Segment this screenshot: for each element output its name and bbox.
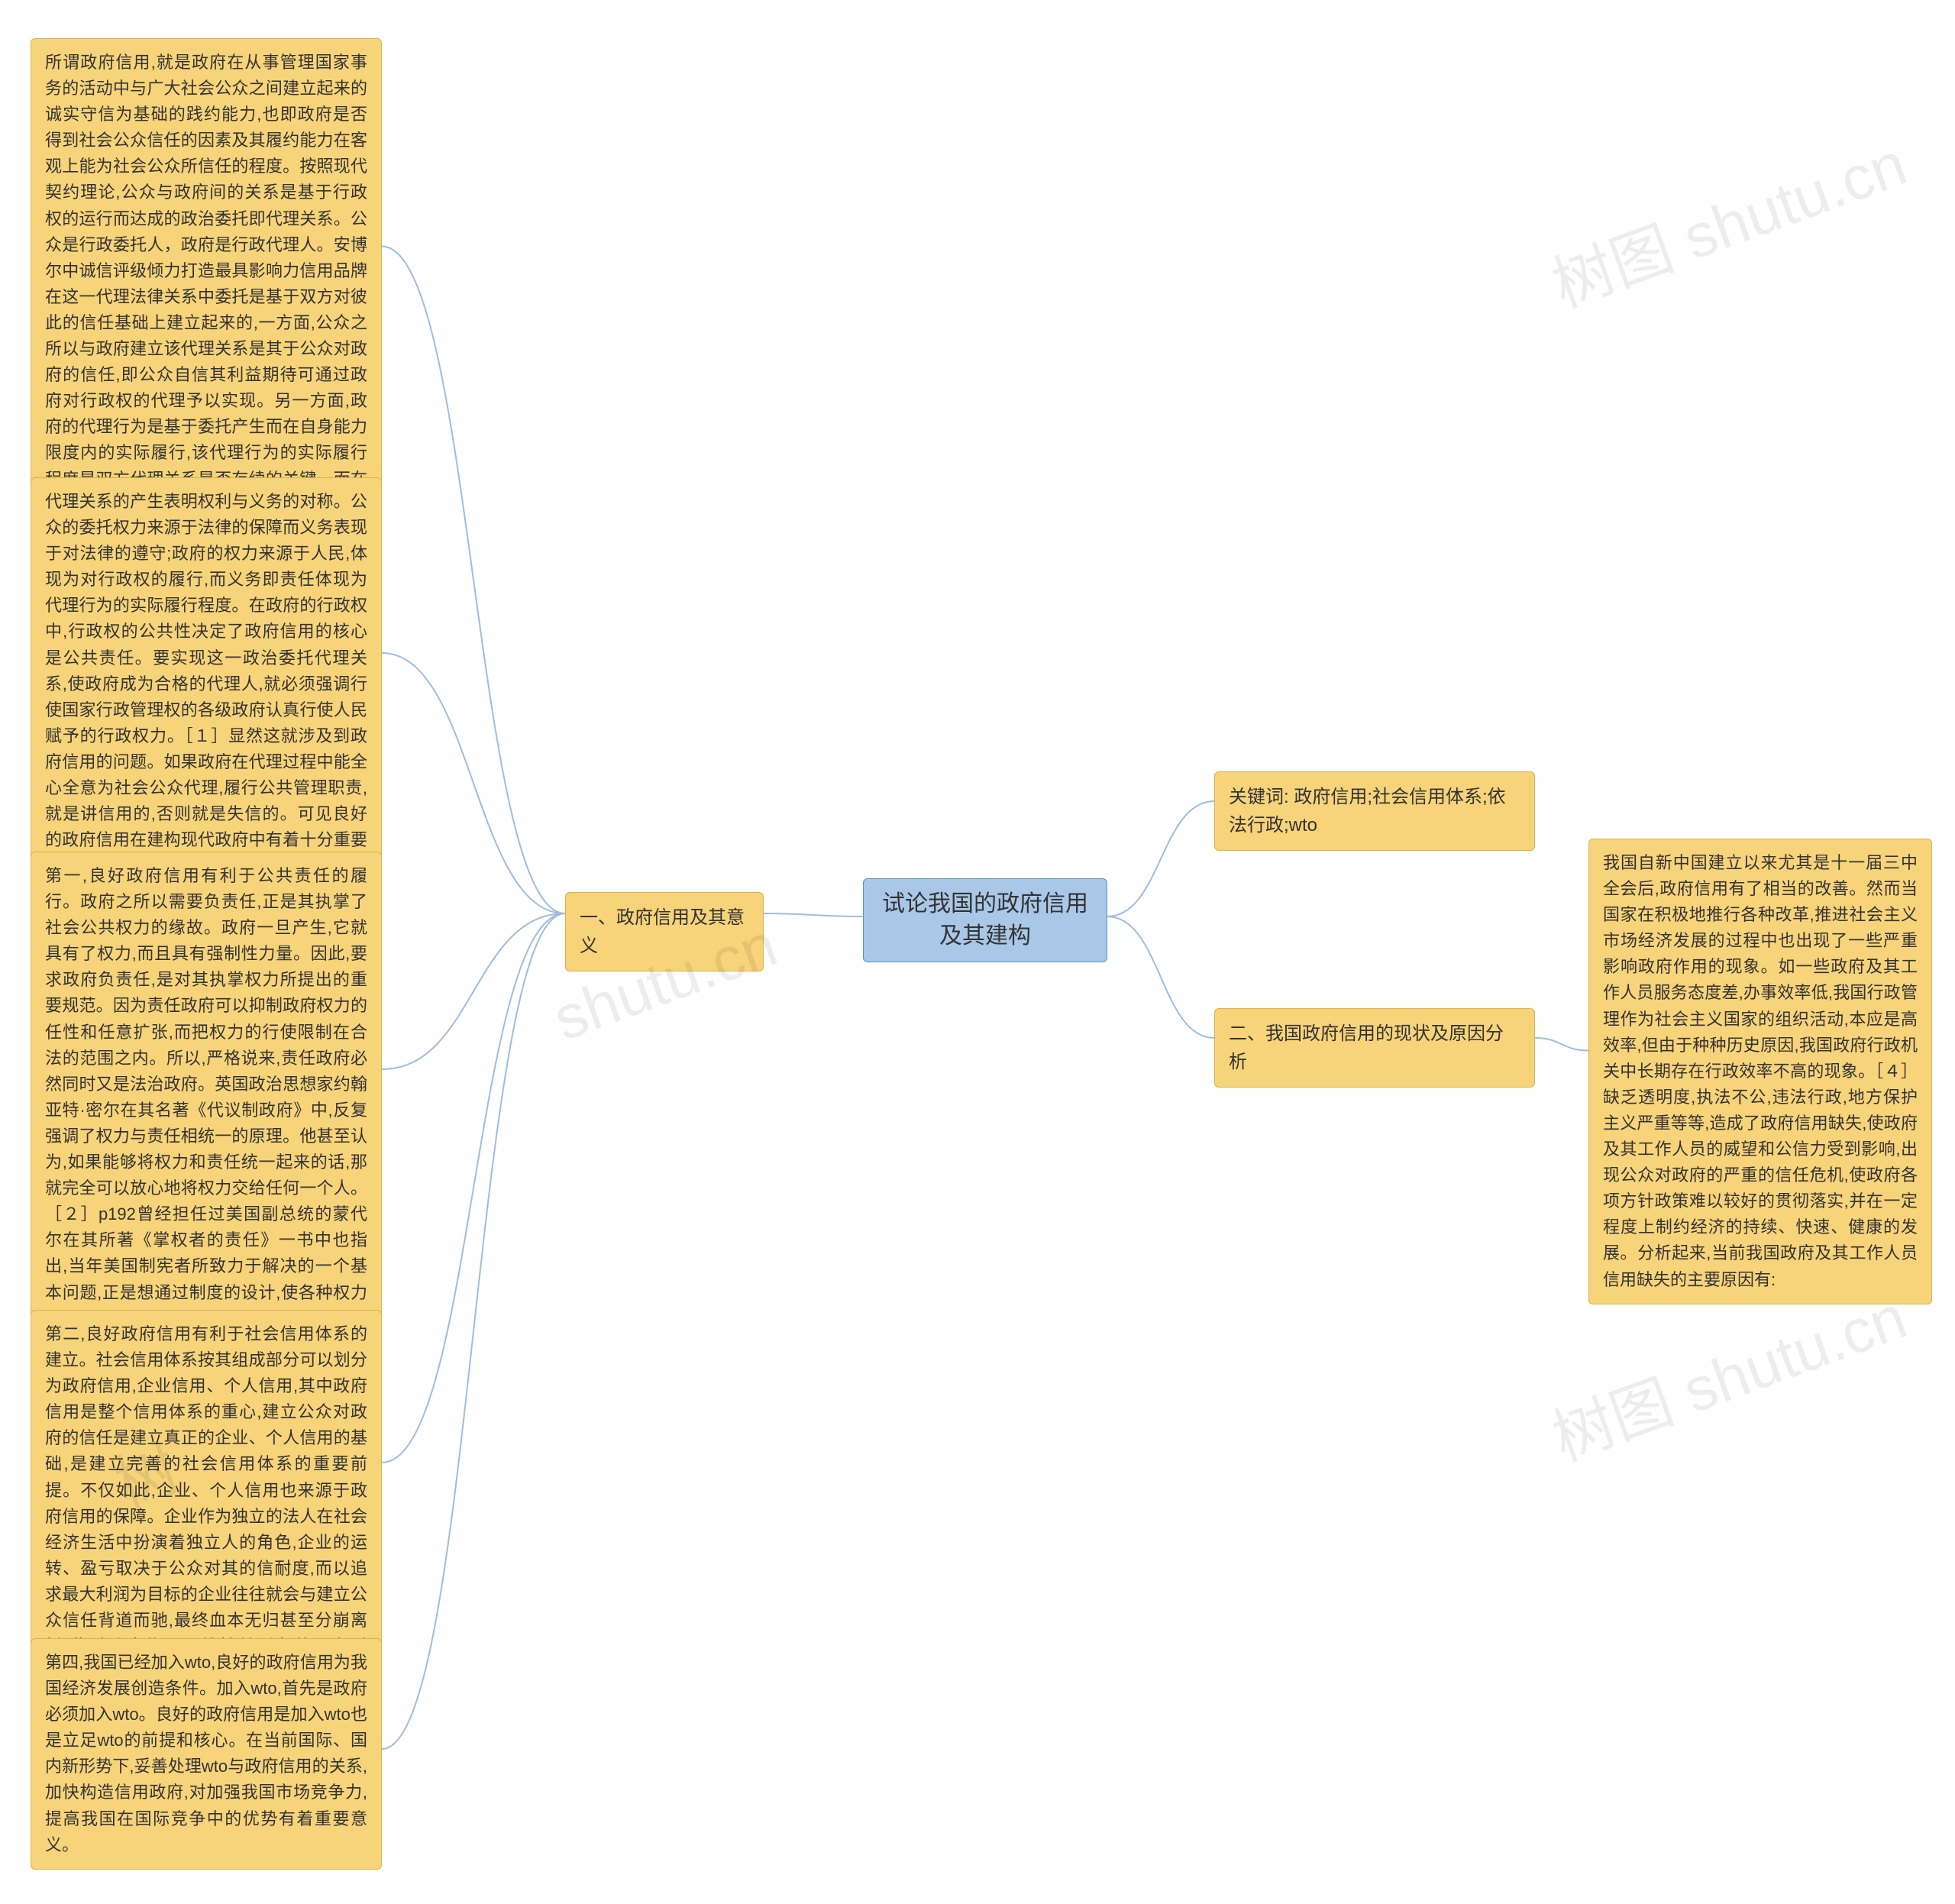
root-node[interactable]: 试论我国的政府信用及其建构 [863,878,1107,962]
leaf-rl1[interactable]: 我国自新中国建立以来尤其是十一届三中全会后,政府信用有了相当的改善。然而当国家在… [1588,839,1932,1304]
branch-keywords-label: 关键词: 政府信用;社会信用体系;依法行政;wto [1229,783,1520,839]
leaf-l3-text: 第一,良好政府信用有利于公共责任的履行。政府之所以需要负责任,正是其执掌了社会公… [45,866,367,1354]
leaf-l5[interactable]: 第四,我国已经加入wto,良好的政府信用为我国经济发展创造条件。加入wto,首先… [31,1638,382,1870]
leaf-l2[interactable]: 代理关系的产生表明权利与义务的对称。公众的委托权力来源于法律的保障而义务表现于对… [31,477,382,891]
branch-status-label: 二、我国政府信用的现状及原因分析 [1229,1020,1520,1076]
mindmap-canvas: 试论我国的政府信用及其建构 一、政府信用及其意义 所谓政府信用,就是政府在从事管… [0,0,1955,1904]
leaf-l5-text: 第四,我国已经加入wto,良好的政府信用为我国经济发展创造条件。加入wto,首先… [45,1653,367,1854]
leaf-l3[interactable]: 第一,良好政府信用有利于公共责任的履行。政府之所以需要负责任,正是其执掌了社会公… [31,852,382,1369]
branch-status[interactable]: 二、我国政府信用的现状及原因分析 [1214,1008,1535,1088]
watermark: 树图 shutu.cn [1539,115,1917,325]
leaf-rl1-text: 我国自新中国建立以来尤其是十一届三中全会后,政府信用有了相当的改善。然而当国家在… [1603,853,1918,1289]
branch-left-label: 一、政府信用及其意义 [580,904,749,960]
branch-left[interactable]: 一、政府信用及其意义 [565,892,764,971]
leaf-l4-text: 第二,良好政府信用有利于社会信用体系的建立。社会信用体系按其组成部分可以划分为政… [45,1324,367,1682]
leaf-l1-text: 所谓政府信用,就是政府在从事管理国家事务的活动中与广大社会公众之间建立起来的诚实… [45,53,367,541]
branch-keywords[interactable]: 关键词: 政府信用;社会信用体系;依法行政;wto [1214,771,1535,851]
leaf-l2-text: 代理关系的产生表明权利与义务的对称。公众的委托权力来源于法律的保障而义务表现于对… [45,492,367,875]
root-label: 试论我国的政府信用及其建构 [876,888,1094,952]
